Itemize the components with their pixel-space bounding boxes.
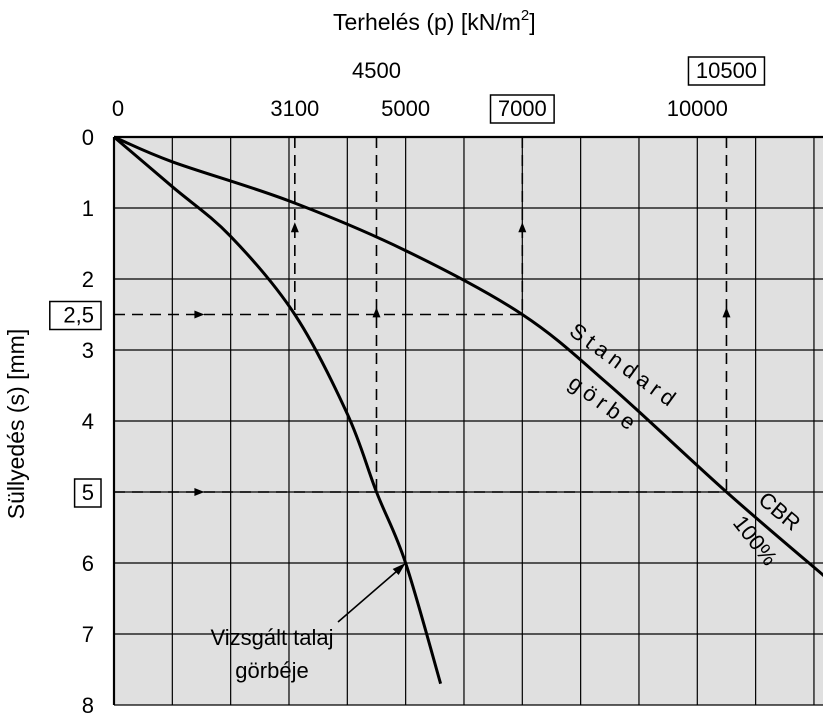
x-tick-label-upper: 4500 <box>352 58 401 83</box>
x-tick-label: 5000 <box>381 96 430 121</box>
y-tick-label: 2 <box>82 267 94 292</box>
y-tick-label-group: 5 <box>73 478 102 508</box>
guide-lines <box>114 137 731 496</box>
y-tick-label: 2,5 <box>63 303 94 328</box>
grid <box>112 135 823 706</box>
arrow-head <box>722 307 731 318</box>
x-tick-label-upper-group: 10500 <box>687 56 766 86</box>
x-tick-label-upper: 10500 <box>696 58 757 83</box>
y-tick-label-box <box>73 478 102 508</box>
y-tick-label: 6 <box>82 551 94 576</box>
tested-soil-curve <box>113 135 443 685</box>
pointer-line <box>337 566 403 623</box>
x-tick-label: 3100 <box>270 96 319 121</box>
arrow-head <box>518 222 527 233</box>
y-tick-label: 3 <box>82 338 94 363</box>
x-tick-label-group: 7000 <box>489 94 555 124</box>
tested-soil-label-2: görbéje <box>235 658 308 683</box>
pointer-arrow-head <box>392 563 406 575</box>
arrow-head <box>194 310 205 319</box>
curves <box>113 135 823 685</box>
y-tick-label: 8 <box>82 693 94 718</box>
x-tick-label: 10000 <box>667 96 728 121</box>
arrow-head <box>290 222 299 233</box>
x-tick-label: 0 <box>112 96 124 121</box>
x-tick-label-upper-box <box>687 56 766 86</box>
y-tick-label: 5 <box>82 480 94 505</box>
tested-soil-label: Vizsgált talaj <box>210 625 333 650</box>
y-axis-title: Süllyedés (s) [mm] <box>3 329 29 519</box>
y-tick-label: 4 <box>82 409 94 434</box>
y-tick-label-group: 2,5 <box>49 300 102 331</box>
x-axis-title: Terhelés (p) [kN/m2] <box>333 7 536 35</box>
y-tick-label: 7 <box>82 622 94 647</box>
y-tick-label-box <box>49 300 102 331</box>
y-tick-label: 1 <box>82 196 94 221</box>
x-tick-label-box <box>489 94 555 124</box>
arrow-head <box>372 307 381 318</box>
x-tick-label: 7000 <box>498 96 547 121</box>
standard-curve <box>113 135 823 577</box>
y-tick-label: 0 <box>82 125 94 150</box>
arrow-head <box>194 488 205 496</box>
